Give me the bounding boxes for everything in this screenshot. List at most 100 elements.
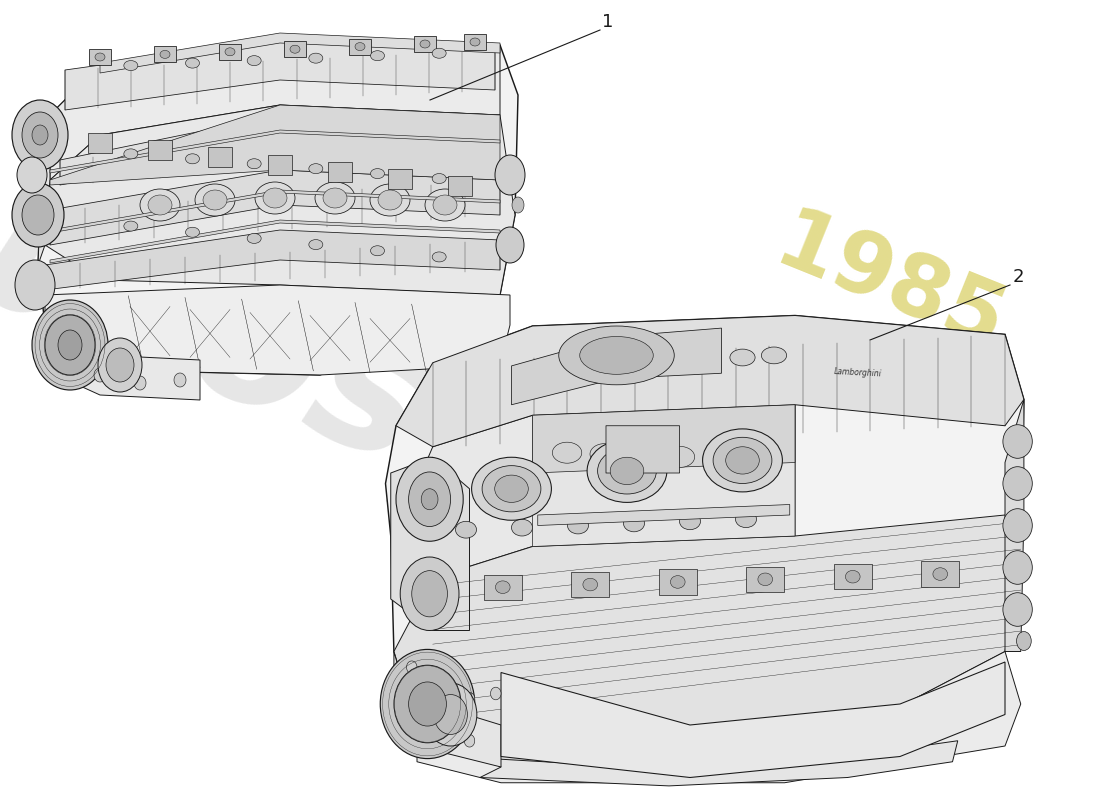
Ellipse shape [411, 570, 448, 617]
Polygon shape [88, 133, 112, 153]
Ellipse shape [370, 184, 410, 216]
Ellipse shape [433, 694, 468, 734]
Polygon shape [50, 190, 501, 233]
Ellipse shape [559, 326, 674, 385]
Ellipse shape [204, 190, 227, 210]
Ellipse shape [666, 446, 694, 467]
Polygon shape [60, 115, 495, 185]
Polygon shape [396, 315, 1024, 446]
Ellipse shape [309, 239, 322, 250]
Ellipse shape [680, 513, 701, 530]
Polygon shape [349, 38, 371, 54]
Ellipse shape [407, 661, 417, 674]
Ellipse shape [512, 197, 524, 213]
Ellipse shape [248, 234, 261, 243]
Ellipse shape [378, 190, 402, 210]
Ellipse shape [371, 169, 385, 178]
Polygon shape [50, 105, 501, 185]
Ellipse shape [186, 154, 199, 164]
Ellipse shape [425, 189, 465, 221]
Ellipse shape [713, 438, 772, 483]
Ellipse shape [160, 50, 170, 58]
Ellipse shape [758, 573, 772, 586]
Ellipse shape [407, 708, 417, 721]
Ellipse shape [432, 727, 443, 740]
Polygon shape [417, 651, 1021, 782]
Ellipse shape [597, 448, 657, 494]
Ellipse shape [371, 246, 385, 256]
Ellipse shape [552, 442, 582, 463]
Polygon shape [532, 405, 795, 546]
Ellipse shape [464, 734, 475, 747]
Polygon shape [1005, 399, 1024, 651]
Ellipse shape [432, 685, 443, 698]
Ellipse shape [624, 515, 645, 532]
Polygon shape [390, 458, 470, 630]
Ellipse shape [255, 182, 295, 214]
Ellipse shape [421, 489, 438, 510]
Ellipse shape [12, 183, 64, 247]
Ellipse shape [1003, 550, 1032, 584]
Ellipse shape [64, 333, 76, 347]
Ellipse shape [22, 112, 58, 158]
Polygon shape [512, 328, 722, 405]
Ellipse shape [248, 56, 261, 66]
Ellipse shape [432, 48, 447, 58]
Polygon shape [268, 154, 292, 174]
Ellipse shape [32, 300, 108, 390]
Ellipse shape [371, 50, 385, 61]
Polygon shape [154, 46, 176, 62]
Text: 2: 2 [1012, 268, 1024, 286]
Ellipse shape [568, 517, 588, 534]
Ellipse shape [400, 557, 459, 630]
Ellipse shape [740, 450, 770, 470]
Ellipse shape [381, 650, 475, 758]
Ellipse shape [628, 445, 657, 466]
FancyBboxPatch shape [606, 426, 680, 473]
Polygon shape [388, 169, 412, 189]
Ellipse shape [290, 45, 300, 53]
Ellipse shape [496, 227, 524, 263]
Text: a passion for...: a passion for... [451, 484, 790, 656]
Ellipse shape [58, 330, 82, 360]
Ellipse shape [174, 373, 186, 387]
Ellipse shape [16, 157, 47, 193]
Ellipse shape [94, 368, 106, 382]
Polygon shape [50, 170, 501, 245]
Ellipse shape [226, 48, 235, 56]
Polygon shape [50, 35, 501, 180]
Polygon shape [50, 220, 501, 263]
Ellipse shape [703, 429, 782, 492]
Ellipse shape [736, 511, 757, 528]
Ellipse shape [703, 448, 733, 469]
Ellipse shape [472, 458, 551, 520]
Ellipse shape [761, 347, 786, 364]
Text: eurospares: eurospares [0, 114, 1003, 726]
Ellipse shape [455, 522, 476, 538]
Ellipse shape [730, 349, 755, 366]
Ellipse shape [408, 472, 451, 526]
Ellipse shape [495, 155, 525, 195]
Ellipse shape [124, 149, 138, 159]
Ellipse shape [140, 189, 180, 221]
Ellipse shape [309, 164, 322, 174]
Ellipse shape [464, 693, 475, 705]
Ellipse shape [95, 53, 104, 61]
Ellipse shape [420, 40, 430, 48]
Polygon shape [538, 505, 790, 526]
Ellipse shape [425, 683, 477, 746]
Polygon shape [500, 662, 1005, 778]
Text: Lamborghini: Lamborghini [834, 367, 882, 379]
Ellipse shape [408, 682, 447, 726]
Ellipse shape [195, 184, 235, 216]
Ellipse shape [186, 227, 199, 238]
Polygon shape [394, 405, 795, 578]
Polygon shape [385, 315, 1024, 772]
Ellipse shape [587, 439, 667, 502]
Ellipse shape [124, 221, 138, 231]
Polygon shape [394, 651, 501, 767]
Polygon shape [148, 140, 172, 160]
Ellipse shape [432, 174, 447, 183]
Ellipse shape [433, 195, 456, 215]
Ellipse shape [726, 446, 759, 474]
